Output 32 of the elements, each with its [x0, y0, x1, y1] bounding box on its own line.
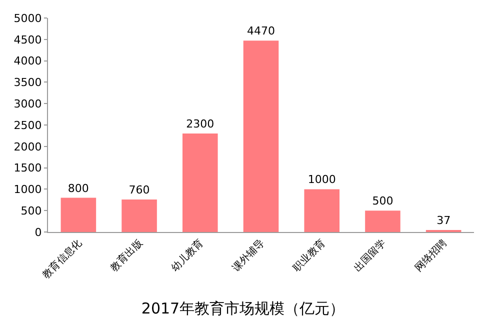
bar	[122, 199, 157, 232]
x-tick-label: 教育出版	[108, 237, 145, 274]
y-tick-label: 500	[20, 204, 42, 218]
y-tick-label: 1000	[14, 183, 42, 196]
bar	[60, 198, 96, 232]
data-label: 500	[372, 194, 394, 208]
x-tick-label: 网络招聘	[412, 237, 450, 274]
data-label: 760	[128, 183, 150, 196]
y-tick-label: 4500	[14, 33, 42, 46]
y-tick-label: 3000	[14, 97, 42, 110]
y-tick-label: 2000	[14, 140, 42, 154]
data-label: 2300	[186, 118, 214, 131]
bar	[243, 40, 279, 232]
text: 2017年教育市场规模（亿元）	[141, 300, 345, 318]
y-tick-label: 5000	[14, 12, 42, 25]
data-label: 1000	[308, 173, 336, 186]
bar	[304, 189, 340, 232]
y-tick-label: 2500	[14, 118, 42, 132]
bar	[182, 134, 218, 232]
y-tick-label: 4000	[14, 54, 42, 68]
x-tick-label: 教育信息化	[40, 237, 84, 282]
x-tick-label: 幼儿教育	[169, 237, 206, 274]
y-tick-label: 3500	[14, 76, 42, 90]
data-label: 37	[436, 214, 451, 227]
x-tick-label: 出国留学	[352, 237, 388, 274]
y-tick-label: 1500	[14, 162, 42, 175]
y-tick-label: 0	[34, 226, 42, 239]
x-tick-label: 职业教育	[290, 237, 328, 274]
data-label: 800	[68, 182, 89, 195]
bar	[365, 210, 400, 232]
x-tick-label: 课外辅导	[230, 237, 267, 274]
data-label: 4470	[247, 24, 275, 38]
